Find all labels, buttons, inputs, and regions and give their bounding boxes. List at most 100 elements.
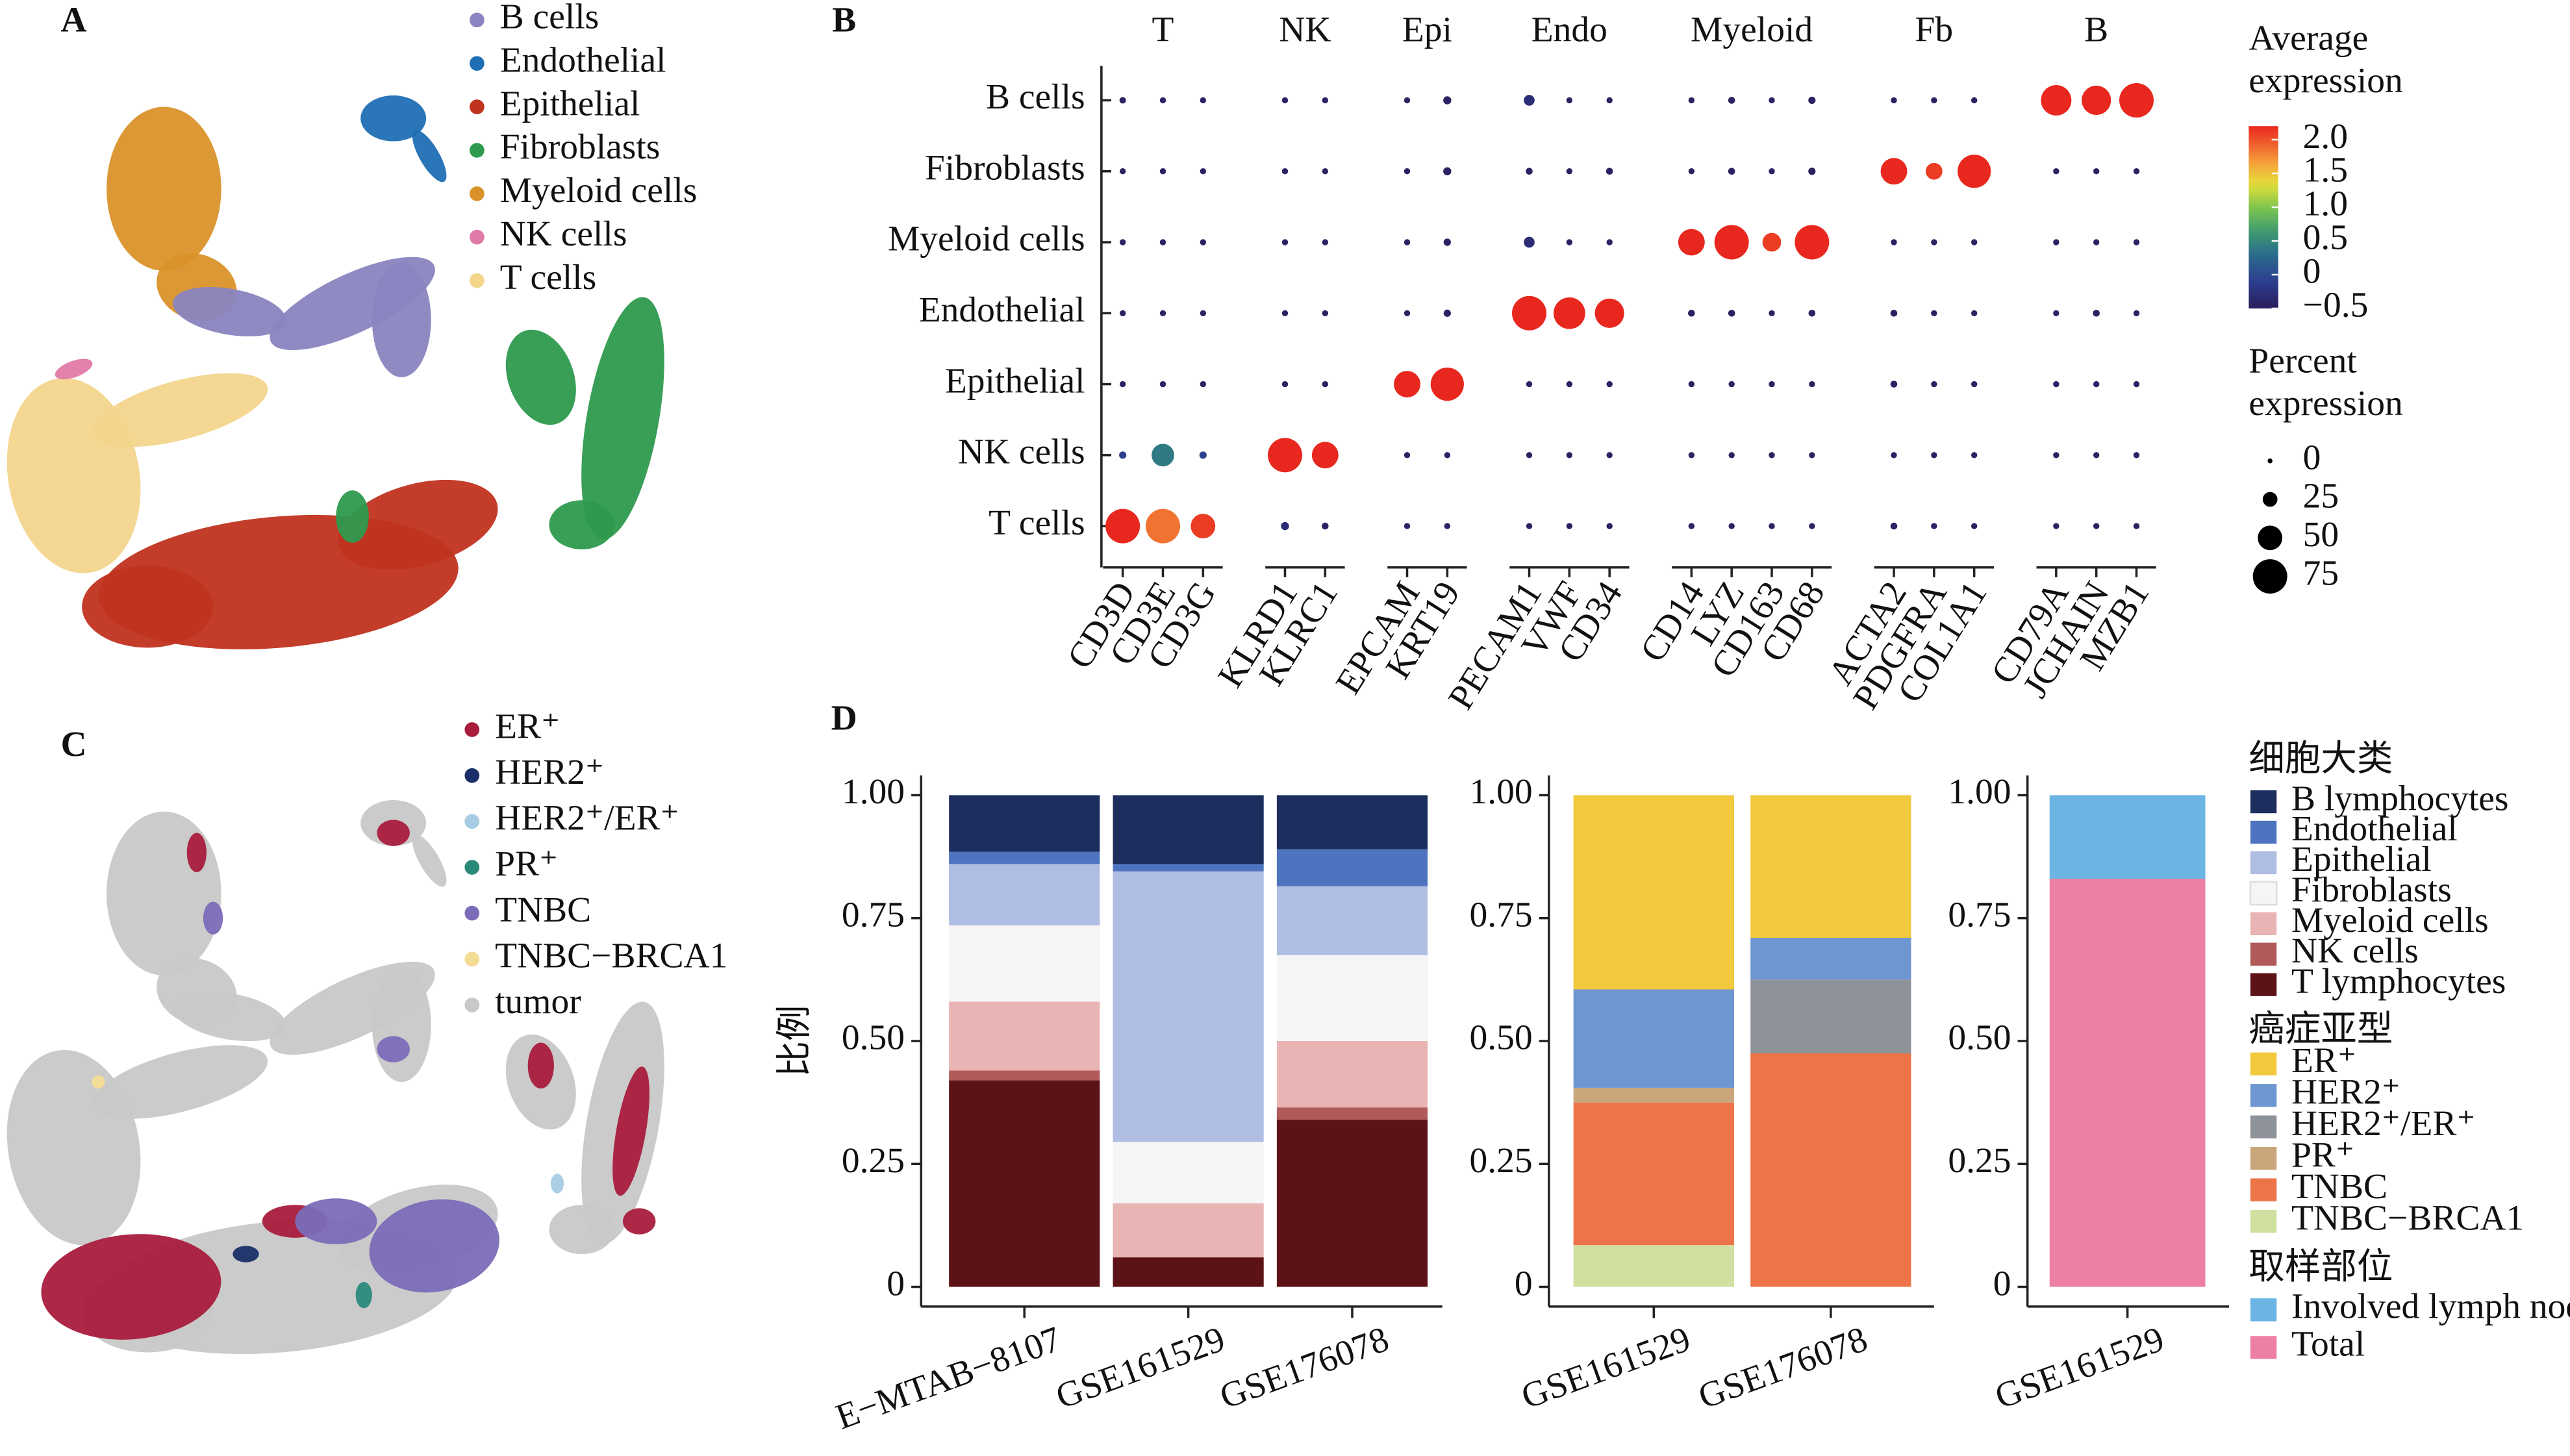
cluster-region [549, 500, 615, 549]
dot [1971, 239, 1978, 245]
colorbar-tick-label: 0 [2303, 252, 2321, 292]
dot [2093, 452, 2100, 458]
dot [1931, 97, 1937, 104]
legend-marker [464, 814, 480, 829]
legend-label: tumor [495, 982, 581, 1022]
dot [1606, 97, 1613, 104]
y-tick-label: 0.25 [1948, 1141, 2011, 1181]
dot [1322, 239, 1329, 245]
bar-segment [1113, 871, 1264, 1142]
group-label: B [2084, 10, 2108, 50]
y-tick-label: B cells [986, 77, 1085, 117]
legend-marker [464, 722, 480, 737]
group-label: T [1152, 10, 1174, 50]
dot [2133, 452, 2140, 458]
x-tick-label: GSE161529 [1517, 1320, 1696, 1417]
legend-marker [464, 860, 480, 875]
bar-segment [1113, 1203, 1264, 1258]
legend-label: Epithelial [2291, 840, 2432, 879]
y-tick-label: Epithelial [945, 361, 1085, 401]
bar-segment [1276, 955, 1428, 1042]
dot [1769, 452, 1775, 458]
legend-label: Total [2291, 1325, 2365, 1364]
dot [1553, 297, 1585, 329]
dot [1606, 168, 1613, 175]
cluster-region [377, 820, 410, 846]
size-legend-dot [2262, 492, 2278, 507]
cluster-region [82, 566, 214, 648]
dot [1566, 523, 1573, 529]
dot [1606, 239, 1613, 245]
cluster-region [233, 1246, 259, 1262]
bar-segment [2049, 879, 2206, 1287]
legend-swatch [2250, 1084, 2277, 1107]
dot [1769, 97, 1775, 104]
dot [2133, 168, 2140, 175]
y-tick-label: Endothelial [919, 290, 1085, 330]
legend-marker [464, 998, 480, 1012]
dot [1200, 239, 1207, 245]
legend-label: Myeloid cells [500, 171, 698, 210]
legend-marker [470, 56, 485, 71]
dot [1311, 442, 1339, 469]
y-tick-label: 0 [887, 1264, 905, 1303]
legend-swatch [2250, 790, 2277, 814]
dot [1971, 381, 1978, 388]
dot [2041, 84, 2072, 116]
dot [1281, 97, 1289, 104]
dot [1566, 168, 1573, 175]
colorbar-tick-label: 1.0 [2303, 184, 2348, 224]
cluster-region [203, 901, 223, 935]
legend-swatch [2250, 942, 2277, 966]
bar-segment [949, 1080, 1100, 1287]
dot [1281, 310, 1289, 316]
y-tick-label: 0 [1515, 1264, 1533, 1303]
bar-segment [949, 1070, 1100, 1081]
legend-title: 取样部位 [2249, 1248, 2393, 1287]
y-tick-label: NK cells [958, 433, 1085, 472]
dot [1159, 310, 1166, 316]
dot [1404, 523, 1411, 529]
dot [2093, 523, 2100, 529]
colorbar-title: expression [2249, 61, 2402, 101]
dot [2093, 381, 2100, 388]
dot [1105, 508, 1140, 544]
bar-segment [1750, 795, 1911, 938]
dot [1200, 381, 1207, 388]
legend-label: TNBC−BRCA1 [495, 936, 727, 976]
dot [1512, 295, 1547, 331]
colorbar-tick-label: 2.0 [2303, 117, 2348, 157]
y-tick-label: T cells [989, 503, 1085, 543]
legend-marker [464, 768, 480, 783]
size-legend-dot [2267, 458, 2273, 464]
bar-segment [1573, 795, 1734, 990]
dot [1145, 508, 1180, 544]
dot [2133, 310, 2140, 316]
legend-swatch [2250, 820, 2277, 844]
dot [1688, 168, 1695, 175]
colorbar-title: Average [2249, 18, 2368, 58]
dot [1191, 514, 1216, 539]
size-legend-title: Percent [2249, 341, 2357, 381]
bar-segment [1573, 1245, 1734, 1287]
dot [1526, 452, 1533, 458]
dot [1159, 168, 1166, 175]
cluster-region [412, 835, 447, 887]
dot [1931, 523, 1937, 529]
y-tick-label: 0.50 [1948, 1018, 2011, 1058]
dot [1762, 232, 1782, 252]
group-label: Endo [1531, 10, 1607, 50]
panel-label: A [61, 1, 87, 40]
dot [1688, 309, 1695, 317]
legend-marker [464, 951, 480, 967]
y-tick-label: 0.75 [1948, 895, 2011, 935]
y-tick-label: 1.00 [1948, 772, 2011, 812]
dot [1688, 381, 1695, 388]
bar-segment [1750, 938, 1911, 980]
dot [1971, 97, 1978, 104]
dot [1444, 452, 1451, 458]
dot [1566, 452, 1573, 458]
dot [1322, 97, 1329, 104]
legend-marker [470, 229, 485, 245]
dot [1714, 225, 1749, 260]
